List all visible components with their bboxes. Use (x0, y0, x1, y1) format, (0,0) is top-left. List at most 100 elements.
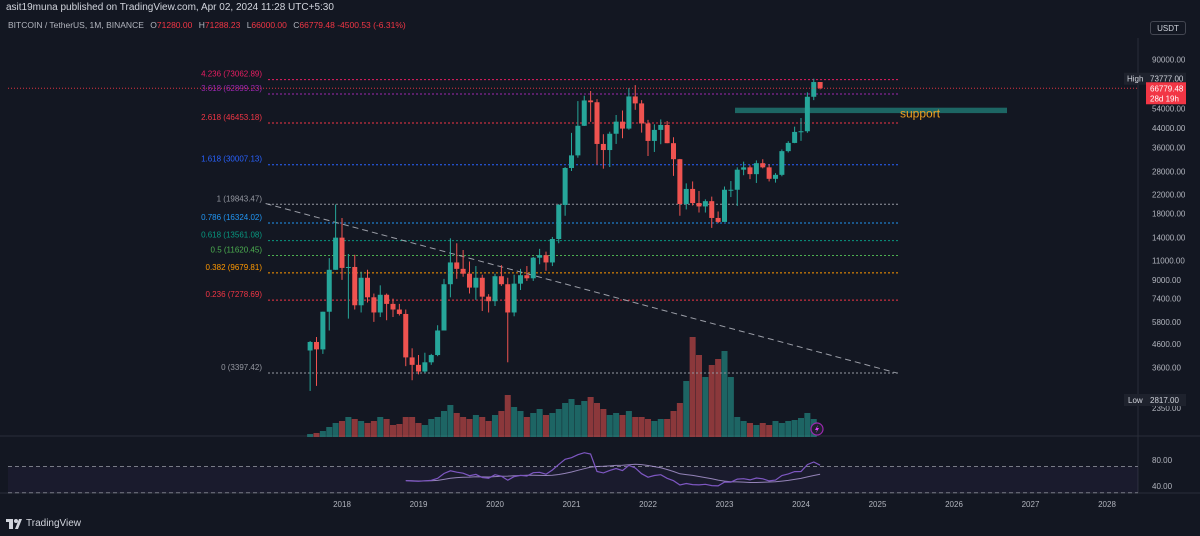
volume-bar (517, 411, 524, 437)
fib-level-label: 0.382 (9679.81) (206, 263, 263, 272)
candle-body (358, 277, 364, 306)
symbol-name[interactable]: BITCOIN / TetherUS, 1M, BINANCE (8, 20, 144, 30)
price-tick-label: 44000.00 (1152, 124, 1186, 133)
volume-bar (791, 420, 798, 437)
volume-bar (721, 351, 728, 437)
volume-bar (619, 415, 626, 437)
candle-body (339, 237, 345, 268)
price-tick-label: 4600.00 (1152, 340, 1181, 349)
volume-bar (645, 419, 651, 437)
currency-button[interactable]: USDT (1150, 21, 1186, 35)
last-price-text: 66779.48 (1150, 84, 1184, 93)
volume-bar (434, 417, 441, 437)
fib-level-label: 1.618 (30007.13) (201, 155, 262, 164)
candle-body (473, 277, 479, 288)
candle-body (543, 255, 549, 263)
candle-body (396, 309, 402, 314)
candle-body (594, 102, 600, 144)
volume-bar (530, 413, 537, 437)
volume-bar (689, 337, 696, 437)
open-label: O (150, 20, 157, 30)
candle-body (620, 121, 625, 129)
price-tick-label: 90000.00 (1152, 56, 1186, 65)
candle-body (804, 96, 810, 132)
rsi-line (405, 452, 821, 487)
candle-body (785, 142, 791, 152)
candle-body (664, 124, 670, 144)
fibonacci-layer: 4.236 (73062.89) 3.618 (62899.23) 2.618 (4… (201, 70, 898, 374)
lightning-icon[interactable] (810, 422, 824, 436)
volume-bar (453, 413, 460, 437)
high-value-badge (1146, 72, 1186, 85)
volume-bar (492, 415, 498, 437)
candle-body (575, 125, 581, 156)
candle-body (524, 275, 530, 279)
candle-body (588, 100, 594, 103)
volume-bar (441, 411, 447, 437)
candle-body (677, 159, 683, 205)
last-price-badge (1146, 82, 1186, 105)
high-tag (1124, 72, 1146, 85)
volume-bar (600, 409, 607, 437)
price-tick-label: 22000.00 (1152, 190, 1186, 199)
publisher-bar: asit19muna published on TradingView.com,… (0, 0, 1200, 16)
change-value: -4500.53 (-6.31%) (337, 20, 406, 30)
candle-body (416, 364, 421, 372)
candle-body (722, 189, 727, 222)
fib-level-label: 3.618 (62899.23) (201, 84, 262, 93)
candle-body (390, 303, 396, 310)
candle-body (409, 357, 415, 365)
volume-bar (759, 423, 766, 437)
volume-layer (307, 337, 817, 437)
volume-bar (676, 403, 683, 437)
volume-bar (613, 413, 620, 437)
axis-layer: 90000.0070000.0054000.0044000.0036000.00… (8, 56, 1186, 509)
volume-bar (606, 415, 613, 437)
close-label: C (293, 20, 300, 30)
candle-body (715, 217, 721, 222)
volume-bar (549, 413, 556, 437)
candle-body (747, 167, 753, 175)
volume-bar (326, 427, 333, 437)
volume-bar (479, 417, 486, 437)
rsi-band (8, 466, 1138, 493)
fib-level-label: 0 (3397.42) (221, 363, 262, 372)
volume-bar (766, 425, 773, 437)
candle-body (505, 284, 511, 313)
candle-body (422, 362, 428, 372)
candle-body (492, 276, 498, 302)
candle-body (549, 239, 555, 263)
time-tick-label: 2023 (716, 500, 734, 509)
candle-body (460, 268, 466, 274)
candle-body (307, 341, 313, 351)
time-tick-label: 2028 (1098, 500, 1116, 509)
candle-body (441, 284, 447, 331)
candle-body (454, 262, 460, 269)
candle-body (753, 163, 759, 175)
icon-layer (810, 422, 824, 436)
open-value: 71280.00 (156, 20, 193, 30)
volume-bar (377, 417, 384, 437)
countdown-text: 28d 19h (1150, 94, 1179, 103)
close-value: 66779.48 (299, 20, 335, 30)
candle-body (766, 167, 772, 179)
candle-body (556, 204, 562, 240)
volume-bar (804, 413, 811, 437)
candle-body (314, 341, 319, 350)
high-value-text: 73777.00 (1150, 75, 1184, 84)
candle-body (581, 100, 587, 126)
volume-bar (727, 377, 734, 437)
candles-layer (307, 78, 823, 391)
fib-level-label: 0.618 (13561.08) (201, 231, 262, 240)
candle-body (702, 201, 708, 207)
fib-level-label: 0.786 (16324.02) (201, 213, 262, 222)
volume-bar (383, 419, 390, 437)
candle-body (600, 143, 606, 151)
volume-bar (351, 419, 358, 437)
candle-body (562, 168, 568, 205)
volume-bar (485, 421, 492, 437)
candle-body (690, 188, 696, 204)
volume-bar (747, 423, 753, 437)
candle-body (683, 188, 689, 205)
